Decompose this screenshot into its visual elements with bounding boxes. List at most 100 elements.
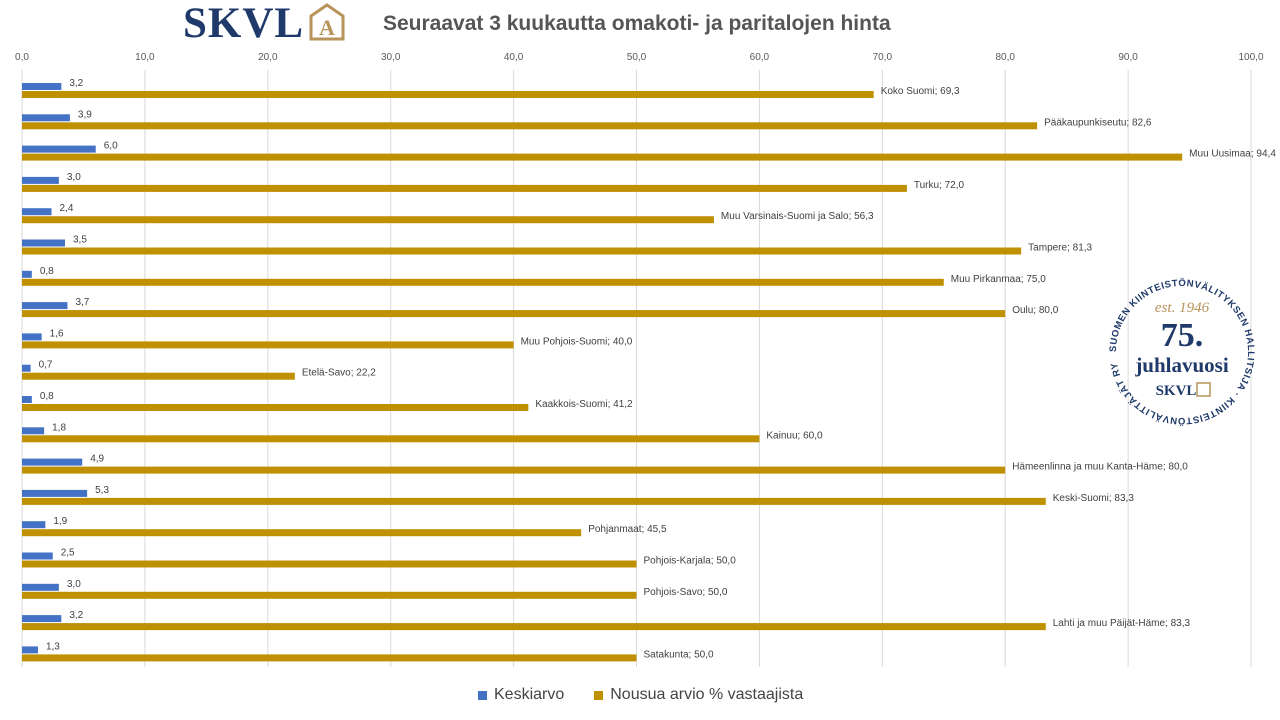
data-label-nousua: Muu Pirkanmaa; 75,0: [951, 274, 1046, 285]
anniversary-badge: SUOMEN KIINTEISTÖNVÄLITYKSEN HALLITSIJA …: [1106, 276, 1258, 433]
bar-nousua: [22, 184, 907, 192]
data-label-keskiarvo: 3,9: [78, 109, 92, 120]
logo-house-a-icon: A: [308, 2, 346, 47]
gridlines: [21, 70, 1252, 667]
badge-est: est. 1946: [1155, 300, 1210, 316]
data-label-keskiarvo: 0,8: [40, 391, 54, 402]
skvl-logo: SKVL A: [183, 2, 346, 46]
x-tick-label: 50,0: [627, 52, 647, 63]
bar-nousua: [22, 529, 582, 537]
badge-word: juhlavuosi: [1134, 353, 1229, 377]
data-label-nousua: Oulu; 80,0: [1012, 305, 1059, 316]
data-label-nousua: Tampere; 81,3: [1028, 243, 1092, 254]
x-tick-label: 80,0: [995, 52, 1015, 63]
data-label-nousua: Hämeenlinna ja muu Kanta-Häme; 80,0: [1012, 462, 1188, 473]
bar-nousua: [22, 310, 1006, 318]
data-label-nousua: Pohjois-Savo; 50,0: [644, 587, 728, 598]
bar-nousua: [22, 153, 1183, 161]
data-label-keskiarvo: 1,3: [46, 641, 60, 652]
bar-keskiarvo: [22, 208, 52, 216]
data-label-keskiarvo: 1,8: [52, 422, 66, 433]
bar-keskiarvo: [22, 302, 68, 310]
bar-keskiarvo: [22, 114, 70, 122]
bars: [22, 83, 1183, 662]
data-label-nousua: Etelä-Savo; 22,2: [302, 368, 376, 379]
bar-nousua: [22, 497, 1046, 505]
x-tick-label: 0,0: [15, 52, 29, 63]
data-label-keskiarvo: 4,9: [90, 454, 104, 465]
bar-nousua: [22, 216, 714, 224]
data-label-nousua: Satakunta; 50,0: [644, 649, 714, 660]
data-label-keskiarvo: 5,3: [95, 485, 109, 496]
data-label-keskiarvo: 3,0: [67, 579, 81, 590]
bar-keskiarvo: [22, 239, 66, 247]
bar-keskiarvo: [22, 489, 88, 497]
bar-keskiarvo: [22, 427, 45, 435]
data-label-keskiarvo: 3,2: [69, 78, 83, 89]
bar-nousua: [22, 591, 637, 599]
bar-keskiarvo: [22, 396, 32, 403]
bar-nousua: [22, 122, 1038, 130]
data-label-nousua: Pohjois-Karjala; 50,0: [644, 556, 737, 567]
bar-nousua: [22, 654, 637, 662]
bar-keskiarvo: [22, 521, 46, 529]
legend-label-nousua: Nousua arvio % vastaajista: [610, 686, 804, 703]
bar-nousua: [22, 466, 1006, 474]
x-tick-label: 20,0: [258, 52, 278, 63]
bar-keskiarvo: [22, 270, 32, 278]
bar-nousua: [22, 341, 514, 349]
legend-swatch-gold: [594, 690, 604, 700]
legend-label-keskiarvo: Keskiarvo: [494, 686, 565, 703]
bar-nousua: [22, 278, 944, 286]
x-tick-label: 90,0: [1118, 52, 1138, 63]
bar-keskiarvo: [22, 176, 59, 184]
x-tick-label: 60,0: [750, 52, 770, 63]
bar-nousua: [22, 623, 1046, 631]
data-label-nousua: Keski-Suomi; 83,3: [1053, 493, 1135, 504]
data-label-nousua: Pohjanmaat; 45,5: [588, 524, 667, 535]
legend: Keskiarvo Nousua arvio % vastaajista: [478, 686, 803, 704]
data-label-keskiarvo: 1,9: [53, 516, 67, 527]
bar-keskiarvo: [22, 458, 83, 466]
legend-item-keskiarvo: Keskiarvo: [478, 686, 564, 704]
data-label-keskiarvo: 1,6: [50, 328, 64, 339]
bar-keskiarvo: [22, 364, 31, 372]
chart-title: Seuraavat 3 kuukautta omakoti- ja parita…: [383, 12, 891, 35]
x-axis-tick-labels: 0,0 10,0 20,0 30,0 40,0 50,0 60,0 70,0 80,0 90,0 1…: [15, 52, 1264, 63]
data-label-keskiarvo: 2,5: [61, 548, 75, 559]
data-label-keskiarvo: 0,7: [39, 360, 53, 371]
bar-nousua: [22, 91, 874, 98]
bar-keskiarvo: [22, 145, 96, 153]
x-tick-label: 10,0: [135, 52, 155, 63]
bar-nousua: [22, 404, 529, 411]
data-label-nousua: Muu Varsinais-Suomi ja Salo; 56,3: [721, 211, 874, 222]
data-label-keskiarvo: 3,7: [75, 297, 89, 308]
legend-swatch-blue: [478, 690, 487, 700]
bar-nousua: [22, 435, 760, 443]
data-label-keskiarvo: 3,5: [73, 235, 87, 246]
bar-nousua: [22, 247, 1022, 255]
x-tick-label: 100,0: [1238, 52, 1263, 63]
data-label-keskiarvo: 3,2: [69, 610, 83, 621]
data-label-nousua: Muu Uusimaa; 94,4: [1189, 149, 1276, 160]
bar-keskiarvo: [22, 615, 62, 623]
x-tick-label: 40,0: [504, 52, 524, 63]
data-labels: 3,2 Koko Suomi; 69,3 3,9 Pääkaupunkiseutu; …: [39, 78, 1277, 660]
data-label-keskiarvo: 3,0: [67, 172, 81, 183]
data-label-nousua: Koko Suomi; 69,3: [881, 86, 960, 97]
data-label-nousua: Kaakkois-Suomi; 41,2: [535, 399, 633, 410]
logo-text: SKVL: [183, 0, 305, 47]
badge-logo-text: SKVL: [1156, 383, 1197, 399]
data-label-keskiarvo: 2,4: [59, 203, 73, 214]
bar-nousua: [22, 560, 637, 568]
badge-logo-a-icon: [1196, 382, 1211, 397]
data-label-nousua: Turku; 72,0: [914, 180, 965, 191]
data-label-keskiarvo: 0,8: [40, 266, 54, 277]
bar-keskiarvo: [22, 552, 53, 560]
bar-keskiarvo: [22, 646, 38, 654]
bar-keskiarvo: [22, 583, 59, 591]
data-label-nousua: Kainuu; 60,0: [766, 430, 823, 441]
data-label-nousua: Lahti ja muu Päijät-Häme; 83,3: [1053, 618, 1191, 629]
data-label-keskiarvo: 6,0: [104, 141, 118, 152]
